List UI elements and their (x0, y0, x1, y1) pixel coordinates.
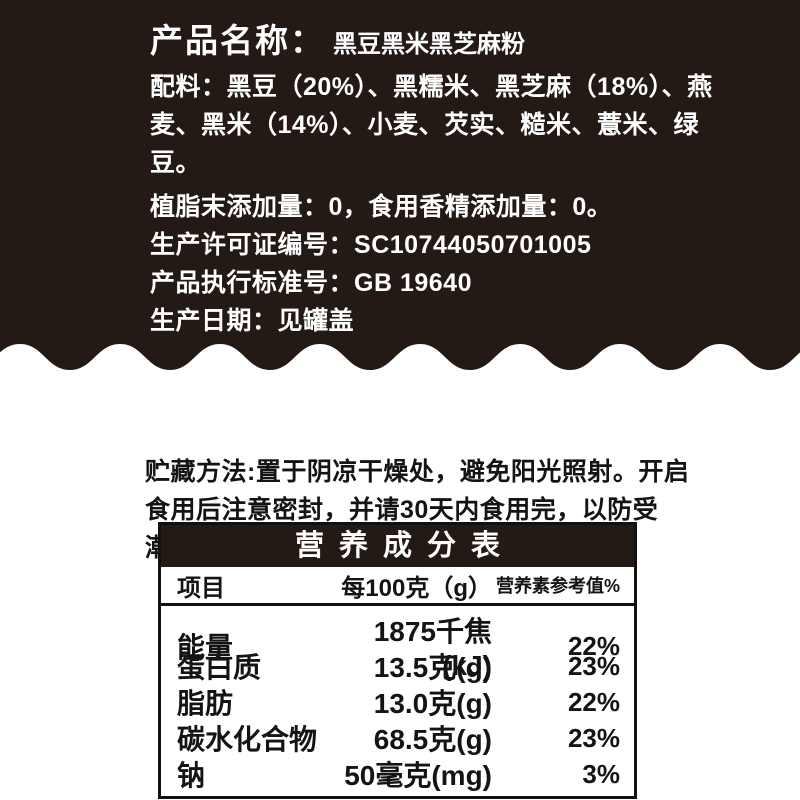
product-name-value: 黑豆黑米黑芝麻粉 (333, 31, 525, 58)
production-date-line: 生产日期：见罐盖 (150, 302, 715, 340)
product-name-label: 产品名称： (150, 22, 325, 59)
col-header-item: 项目 (177, 574, 225, 602)
standard-value: GB 19640 (354, 269, 472, 297)
wavy-edge (0, 343, 800, 370)
row-nrv: 23% (567, 650, 620, 681)
nutrition-table-title: 营养成分表 (161, 525, 634, 567)
table-row: 钠 50毫克(mg) 3% (161, 754, 634, 792)
row-item: 碳水化合物 (177, 724, 318, 755)
label-top-section: 产品名称： 黑豆黑米黑芝麻粉 配料：黑豆（20%）、黑糯米、黑芝麻（18%）、燕… (0, 0, 800, 373)
table-row: 脂肪 13.0克(g) 22% (161, 682, 634, 720)
row-nrv: 23% (567, 722, 620, 753)
row-amount: 13.5克(g) (373, 652, 492, 683)
nutrition-table: 营养成分表 项目 每100克（g） 营养素参考值% 能量 1875千焦(kJ) … (158, 522, 637, 799)
row-item: 脂肪 (177, 688, 234, 719)
table-row: 蛋白质 13.5克(g) 23% (161, 646, 634, 684)
label-top-content: 产品名称： 黑豆黑米黑芝麻粉 配料：黑豆（20%）、黑糯米、黑芝麻（18%）、燕… (0, 0, 800, 378)
row-nrv: 3% (582, 758, 620, 789)
col-header-per100g: 每100克（g） (341, 574, 492, 602)
production-date-value: 见罐盖 (277, 307, 355, 335)
additives-line: 植脂末添加量：0，食用香精添加量：0。 (150, 193, 613, 221)
standard-label: 产品执行标准号： (150, 269, 355, 297)
row-amount: 13.0克(g) (373, 688, 492, 719)
nutrition-table-body: 能量 1875千焦(kJ) 22% 蛋白质 13.5克(g) 23% 脂肪 13… (161, 606, 634, 796)
row-amount: 68.5克(g) (373, 724, 492, 755)
row-nrv: 22% (567, 630, 620, 661)
row-item: 蛋白质 (177, 652, 262, 683)
row-item: 能量 (177, 632, 234, 663)
table-row: 能量 1875千焦(kJ) 22% (161, 610, 634, 681)
table-row: 碳水化合物 68.5克(g) 23% (161, 718, 634, 756)
ingredients-text: 配料：黑豆（20%）、黑糯米、黑芝麻（18%）、燕麦、黑米（14%）、小麦、芡实… (150, 73, 713, 177)
row-amount: 1875千焦(kJ) (373, 616, 492, 681)
production-date-label: 生产日期： (150, 307, 278, 335)
row-amount: 50毫克(mg) (344, 760, 492, 791)
col-header-nrv: 营养素参考值% (495, 576, 620, 596)
nutrition-table-header: 项目 每100克（g） 营养素参考值% (161, 567, 634, 606)
standard-line: 产品执行标准号：GB 19640 (150, 264, 715, 302)
license-value: SC10744050701005 (354, 231, 592, 259)
row-nrv: 22% (567, 686, 620, 717)
license-line: 生产许可证编号：SC10744050701005 (150, 226, 715, 264)
row-item: 钠 (177, 760, 206, 791)
product-name-row: 产品名称： 黑豆黑米黑芝麻粉 (150, 20, 715, 62)
license-label: 生产许可证编号： (150, 231, 355, 259)
